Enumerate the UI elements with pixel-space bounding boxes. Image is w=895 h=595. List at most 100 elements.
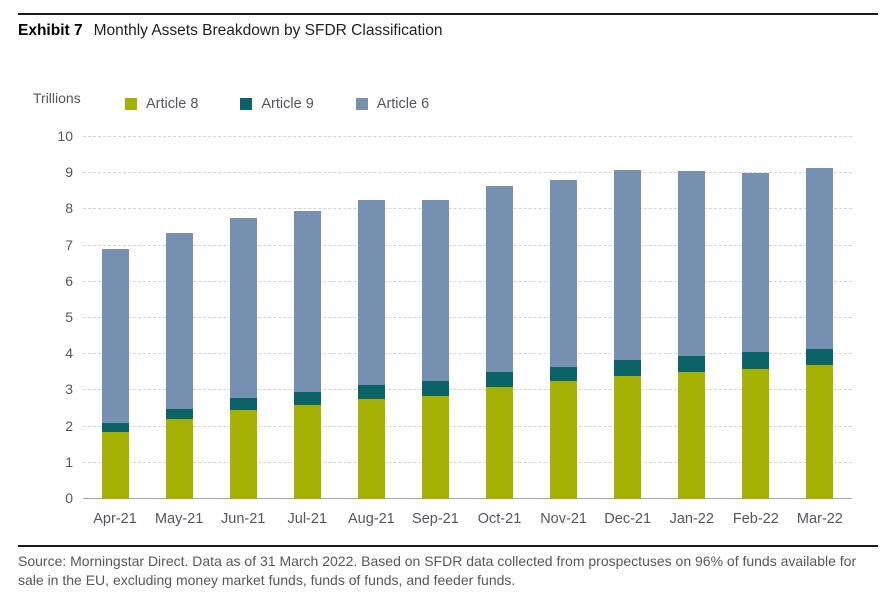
bar-segment-article-8 bbox=[421, 395, 449, 499]
legend-swatch-icon bbox=[240, 98, 253, 110]
bar-segment-article-9 bbox=[229, 397, 257, 411]
x-tick-label: Apr-21 bbox=[93, 511, 137, 527]
chart-title: Monthly Assets Breakdown by SFDR Classif… bbox=[93, 22, 443, 39]
bar-segment-article-8 bbox=[806, 365, 834, 499]
legend-item-article-9: Article 9 bbox=[240, 96, 314, 112]
bar-segment-article-9 bbox=[742, 352, 770, 369]
bar-column-apr-21 bbox=[101, 249, 129, 499]
x-tick-label: May-21 bbox=[154, 511, 204, 527]
bar-segment-article-6 bbox=[550, 180, 578, 367]
bar-segment-article-8 bbox=[742, 368, 770, 499]
gridline bbox=[83, 317, 852, 318]
bar-segment-article-6 bbox=[614, 169, 642, 360]
gridline bbox=[83, 280, 852, 282]
source-note: Source: Morningstar Direct. Data as of 3… bbox=[18, 553, 857, 588]
gridline bbox=[83, 353, 852, 355]
bar-segment-article-8 bbox=[229, 410, 257, 499]
y-tick-label: 2 bbox=[65, 417, 73, 434]
bar-segment-article-9 bbox=[421, 381, 449, 396]
bar-column-oct-21 bbox=[486, 185, 513, 499]
bar-segment-article-9 bbox=[165, 408, 193, 420]
x-tick-label: Oct-21 bbox=[477, 511, 522, 527]
bar-segment-article-8 bbox=[678, 372, 706, 499]
bar-segment-article-8 bbox=[101, 432, 129, 499]
bar-segment-article-6 bbox=[293, 211, 321, 393]
gridline bbox=[83, 136, 852, 137]
y-axis-unit-label: Trillions bbox=[33, 90, 81, 106]
bar-segment-article-9 bbox=[550, 366, 578, 382]
gridline bbox=[83, 389, 852, 391]
y-tick-label: 10 bbox=[57, 128, 73, 144]
y-axis-tick-labels: 0 1 2 3 4 5 6 7 8 9 10 bbox=[0, 128, 73, 506]
legend: Article 8 Article 9 Article 6 bbox=[125, 96, 429, 112]
bar-segment-article-6 bbox=[101, 249, 129, 423]
y-tick-label: 1 bbox=[65, 453, 73, 470]
y-tick-label: 6 bbox=[65, 272, 73, 289]
bar-segment-article-8 bbox=[550, 381, 578, 499]
bar-column-jun-21 bbox=[229, 218, 257, 499]
bar-column-jan-22 bbox=[678, 171, 706, 499]
gridline bbox=[83, 244, 852, 246]
x-tick-label: Aug-21 bbox=[347, 511, 395, 527]
y-tick-label: 7 bbox=[65, 236, 73, 253]
chart-header: Exhibit 7 Monthly Assets Breakdown by SFD… bbox=[18, 22, 443, 40]
top-divider bbox=[18, 13, 878, 15]
bar-column-may-21 bbox=[165, 232, 193, 499]
bar-segment-article-9 bbox=[486, 372, 513, 387]
y-tick-label: 9 bbox=[65, 164, 73, 181]
plot-area bbox=[83, 136, 852, 499]
x-tick-label: Jul-21 bbox=[287, 511, 328, 527]
bar-segment-article-6 bbox=[486, 185, 513, 373]
gridline bbox=[83, 461, 852, 463]
bar-segment-article-9 bbox=[101, 422, 129, 432]
bar-column-aug-21 bbox=[357, 200, 385, 499]
bar-series bbox=[83, 137, 852, 499]
bar-segment-article-8 bbox=[165, 419, 193, 499]
bar-segment-article-6 bbox=[229, 218, 257, 398]
gridline bbox=[83, 172, 852, 174]
bar-column-mar-22 bbox=[806, 167, 834, 499]
bar-segment-article-9 bbox=[614, 359, 642, 376]
x-axis-tick-labels: Apr-21 May-21 Jun-21 Jul-21 Aug-21 Sep-21 Oct-… bbox=[83, 511, 852, 527]
gridline bbox=[83, 208, 852, 210]
bar-segment-article-6 bbox=[678, 171, 706, 357]
x-tick-label: Mar-22 bbox=[796, 511, 843, 527]
bar-segment-article-8 bbox=[357, 399, 385, 499]
x-tick-label: Sep-21 bbox=[412, 511, 459, 527]
x-tick-label: Dec-21 bbox=[604, 511, 652, 527]
x-tick-label: Jan-22 bbox=[669, 511, 714, 527]
y-tick-label: 8 bbox=[65, 200, 73, 217]
bar-segment-article-6 bbox=[742, 173, 770, 353]
bar-segment-article-9 bbox=[806, 348, 834, 366]
y-tick-label: 3 bbox=[65, 381, 73, 398]
legend-item-article-6: Article 6 bbox=[355, 96, 430, 112]
legend-item-article-8: Article 8 bbox=[125, 96, 198, 112]
bar-column-dec-21 bbox=[614, 169, 642, 499]
gridline bbox=[83, 425, 852, 427]
legend-label: Article 9 bbox=[261, 96, 314, 112]
bar-column-jul-21 bbox=[293, 211, 321, 499]
bar-segment-article-8 bbox=[486, 386, 513, 499]
bar-segment-article-8 bbox=[614, 375, 642, 499]
bar-segment-article-9 bbox=[678, 356, 706, 373]
legend-label: Article 6 bbox=[376, 96, 430, 112]
footer-divider bbox=[18, 545, 878, 547]
legend-swatch-icon bbox=[355, 98, 368, 110]
x-tick-label: Nov-21 bbox=[540, 511, 587, 527]
x-axis-baseline bbox=[83, 498, 852, 499]
bar-column-feb-22 bbox=[742, 173, 770, 499]
y-tick-label: 0 bbox=[65, 490, 73, 506]
x-tick-label: Feb-22 bbox=[732, 511, 779, 527]
bar-column-sep-21 bbox=[421, 200, 449, 499]
bar-segment-article-6 bbox=[806, 167, 834, 349]
x-tick-label: Jun-21 bbox=[221, 511, 266, 527]
exhibit-label: Exhibit 7 bbox=[18, 22, 83, 39]
bar-segment-article-9 bbox=[357, 384, 385, 400]
bar-segment-article-9 bbox=[293, 392, 321, 405]
y-tick-label: 5 bbox=[65, 309, 73, 325]
y-tick-label: 4 bbox=[65, 345, 73, 362]
bar-column-nov-21 bbox=[550, 180, 578, 499]
bar-segment-article-6 bbox=[421, 200, 449, 382]
legend-swatch-icon bbox=[125, 98, 137, 110]
